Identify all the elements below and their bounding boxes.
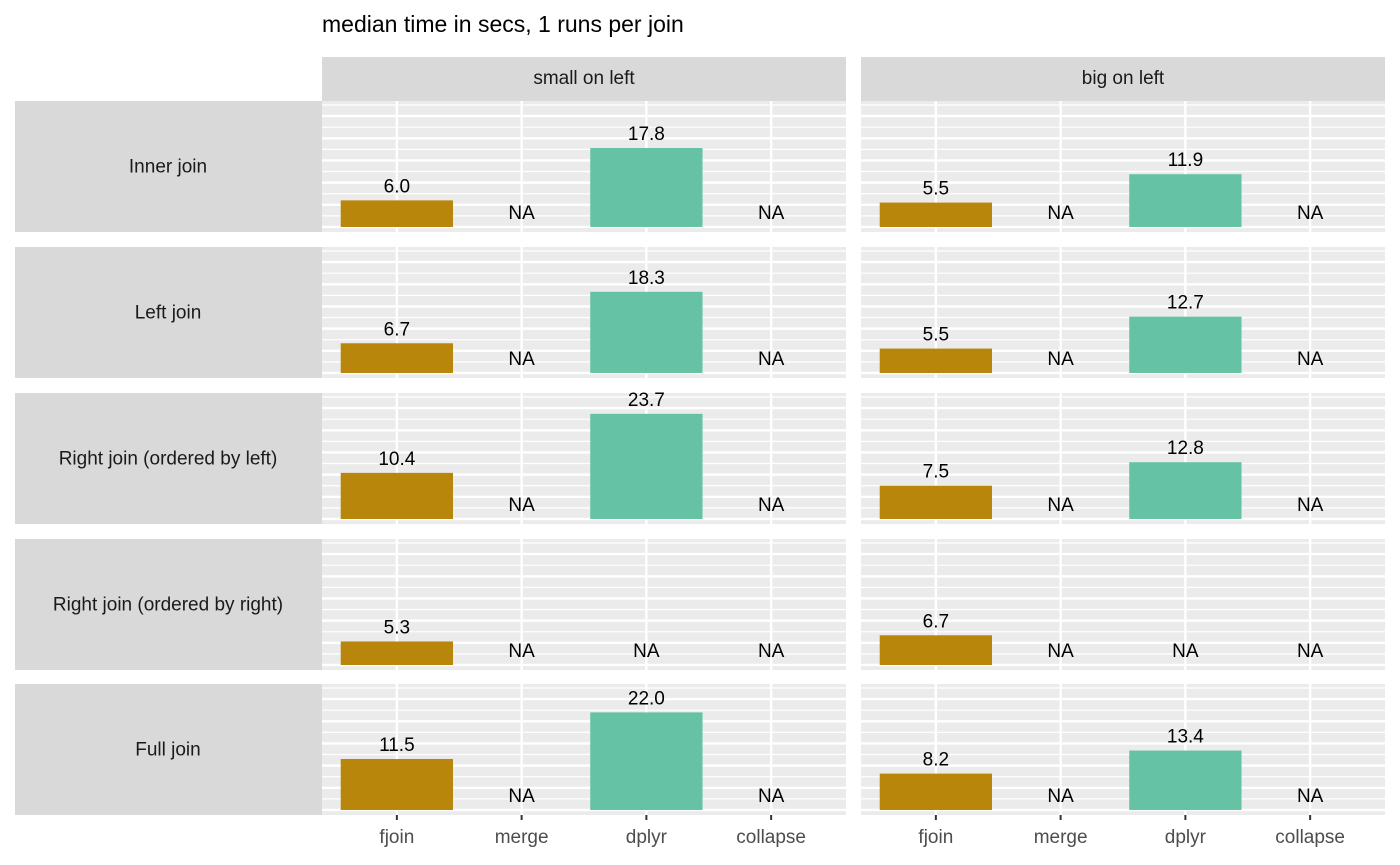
- value-label: NA: [508, 786, 535, 807]
- x-tick-label: collapse: [1275, 827, 1345, 848]
- row-strip-label: Full join: [135, 740, 200, 761]
- row-strip: [15, 393, 322, 524]
- value-label: NA: [758, 349, 785, 370]
- value-label: 5.3: [384, 617, 410, 638]
- value-label: NA: [1297, 349, 1324, 370]
- bar: [340, 200, 453, 227]
- value-label: 6.0: [384, 176, 410, 197]
- value-label: 11.9: [1168, 150, 1204, 171]
- x-tick-label: merge: [1034, 827, 1088, 848]
- bar: [879, 485, 992, 519]
- value-label: NA: [1172, 641, 1199, 662]
- value-label: 12.7: [1167, 293, 1204, 314]
- bar: [590, 291, 703, 373]
- bar: [590, 413, 703, 519]
- row-strip: [15, 101, 322, 232]
- value-label: NA: [758, 786, 785, 807]
- x-tick-label: fjoin: [379, 827, 414, 848]
- bar: [590, 712, 703, 810]
- value-label: 5.5: [923, 179, 949, 200]
- bar: [340, 641, 453, 665]
- value-label: NA: [1297, 203, 1324, 224]
- value-label: 13.4: [1167, 727, 1204, 748]
- value-label: NA: [508, 495, 535, 516]
- row-strip-label: Left join: [135, 303, 202, 324]
- bar: [590, 148, 703, 227]
- bar: [340, 343, 453, 373]
- value-label: NA: [1047, 786, 1074, 807]
- value-label: 12.8: [1167, 438, 1204, 459]
- bar: [340, 758, 453, 810]
- value-label: 11.5: [379, 735, 415, 756]
- bar: [879, 202, 992, 227]
- column-strip-label: small on left: [533, 68, 635, 89]
- bar: [1129, 174, 1242, 227]
- value-label: NA: [508, 203, 535, 224]
- bar: [879, 635, 992, 665]
- bar: [1129, 316, 1242, 373]
- row-strip-label: Inner join: [129, 157, 207, 178]
- chart-title: median time in secs, 1 runs per join: [322, 11, 684, 37]
- column-strip-label: big on left: [1082, 68, 1165, 89]
- value-label: 6.7: [384, 319, 410, 340]
- value-label: NA: [1047, 349, 1074, 370]
- bar: [1129, 750, 1242, 810]
- value-label: 10.4: [378, 449, 415, 470]
- value-label: NA: [758, 203, 785, 224]
- value-label: NA: [1047, 203, 1074, 224]
- bar: [1129, 462, 1242, 519]
- value-label: NA: [1297, 495, 1324, 516]
- bar: [879, 773, 992, 810]
- row-strip: [15, 247, 322, 378]
- x-tick-label: fjoin: [918, 827, 953, 848]
- column-strip: [861, 57, 1385, 101]
- value-label: 7.5: [923, 462, 949, 483]
- x-tick-label: collapse: [736, 827, 806, 848]
- value-label: NA: [758, 641, 785, 662]
- value-label: NA: [633, 641, 660, 662]
- bar: [340, 472, 453, 519]
- bar: [879, 348, 992, 373]
- x-tick-label: dplyr: [1165, 827, 1207, 848]
- column-strip: [322, 57, 846, 101]
- value-label: NA: [1297, 786, 1324, 807]
- value-label: NA: [508, 349, 535, 370]
- row-strip-label: Right join (ordered by right): [53, 595, 283, 616]
- value-label: NA: [1047, 641, 1074, 662]
- value-label: NA: [758, 495, 785, 516]
- value-label: NA: [508, 641, 535, 662]
- value-label: 6.7: [923, 611, 949, 632]
- value-label: 22.0: [628, 688, 665, 709]
- x-tick-label: merge: [495, 827, 549, 848]
- value-label: 23.7: [628, 390, 665, 411]
- value-label: 8.2: [923, 750, 949, 771]
- row-strip-label: Right join (ordered by left): [59, 449, 278, 470]
- value-label: 5.5: [923, 325, 949, 346]
- row-strip: [15, 539, 322, 670]
- value-label: NA: [1047, 495, 1074, 516]
- value-label: 17.8: [628, 124, 665, 145]
- x-tick-label: dplyr: [626, 827, 668, 848]
- value-label: NA: [1297, 641, 1324, 662]
- row-strip: [15, 684, 322, 815]
- value-label: 18.3: [628, 268, 665, 289]
